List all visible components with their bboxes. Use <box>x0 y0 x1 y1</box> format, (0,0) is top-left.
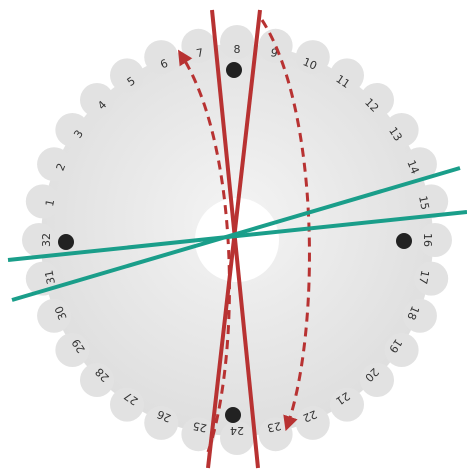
disk-tooth <box>25 184 60 219</box>
disk-tooth <box>37 298 72 333</box>
disk-tooth <box>220 421 254 455</box>
slot-label: 21 <box>333 389 352 408</box>
slot-label: 7 <box>195 46 204 60</box>
slot-label: 10 <box>301 55 319 72</box>
slot-label: 22 <box>301 407 319 424</box>
disk-tooth <box>295 40 330 75</box>
disk-tooth <box>295 405 330 440</box>
disk-tooth <box>384 112 419 147</box>
disk-tooth <box>37 147 72 182</box>
disk-tooth <box>220 25 254 59</box>
slot-label: 16 <box>421 233 434 247</box>
dot <box>396 233 412 249</box>
green-thread <box>7 210 467 262</box>
disk-tooth <box>414 184 449 219</box>
slot-label: 25 <box>192 419 208 434</box>
disk-tooth <box>55 333 90 368</box>
slot-label: 19 <box>386 336 405 355</box>
disk-tooth <box>181 417 216 452</box>
disk-tooth <box>144 405 179 440</box>
disk-tooth <box>330 58 365 93</box>
disk-tooth <box>402 298 437 333</box>
slot-label: 30 <box>52 304 69 322</box>
disk-tooth <box>360 363 395 398</box>
slot-label: 26 <box>155 407 173 424</box>
slot-label: 17 <box>416 269 431 285</box>
disk-tooth <box>418 223 452 257</box>
slot-label: 2 <box>54 161 69 172</box>
disk-tooth <box>384 333 419 368</box>
slot-label: 23 <box>266 419 282 434</box>
red-thread <box>206 9 262 469</box>
slot-label: 29 <box>69 336 88 355</box>
slot-label: 14 <box>404 158 421 176</box>
disk-tooth <box>402 147 437 182</box>
dot <box>225 407 241 423</box>
dot <box>226 62 242 78</box>
dot <box>58 234 74 250</box>
slot-label: 24 <box>230 424 244 437</box>
dashed-arrow-left <box>178 49 231 453</box>
slot-label: 27 <box>122 389 141 408</box>
slot-label: 8 <box>234 43 241 56</box>
disk-tooth <box>109 58 144 93</box>
slot-label: 32 <box>40 233 53 247</box>
slot-label: 1 <box>43 198 57 207</box>
disk-tooth <box>144 40 179 75</box>
disk-tooth <box>360 82 395 117</box>
slot-label: 6 <box>158 57 169 72</box>
disk-tooth <box>79 363 114 398</box>
disk-tooth <box>79 82 114 117</box>
slot-label: 9 <box>269 46 278 60</box>
green-thread <box>11 166 461 302</box>
disk-tooth <box>22 223 56 257</box>
disk-tooth <box>55 112 90 147</box>
disk-tooth <box>414 261 449 296</box>
dashed-arrow-right <box>260 19 311 432</box>
disk-tooth <box>330 387 365 422</box>
slot-label: 15 <box>416 195 431 211</box>
disk-tooth <box>258 28 293 63</box>
slot-label: 31 <box>42 269 57 285</box>
slot-label: 11 <box>333 72 352 91</box>
disk-tooth <box>109 387 144 422</box>
slot-label: 13 <box>386 125 405 144</box>
slot-label: 18 <box>404 304 421 322</box>
